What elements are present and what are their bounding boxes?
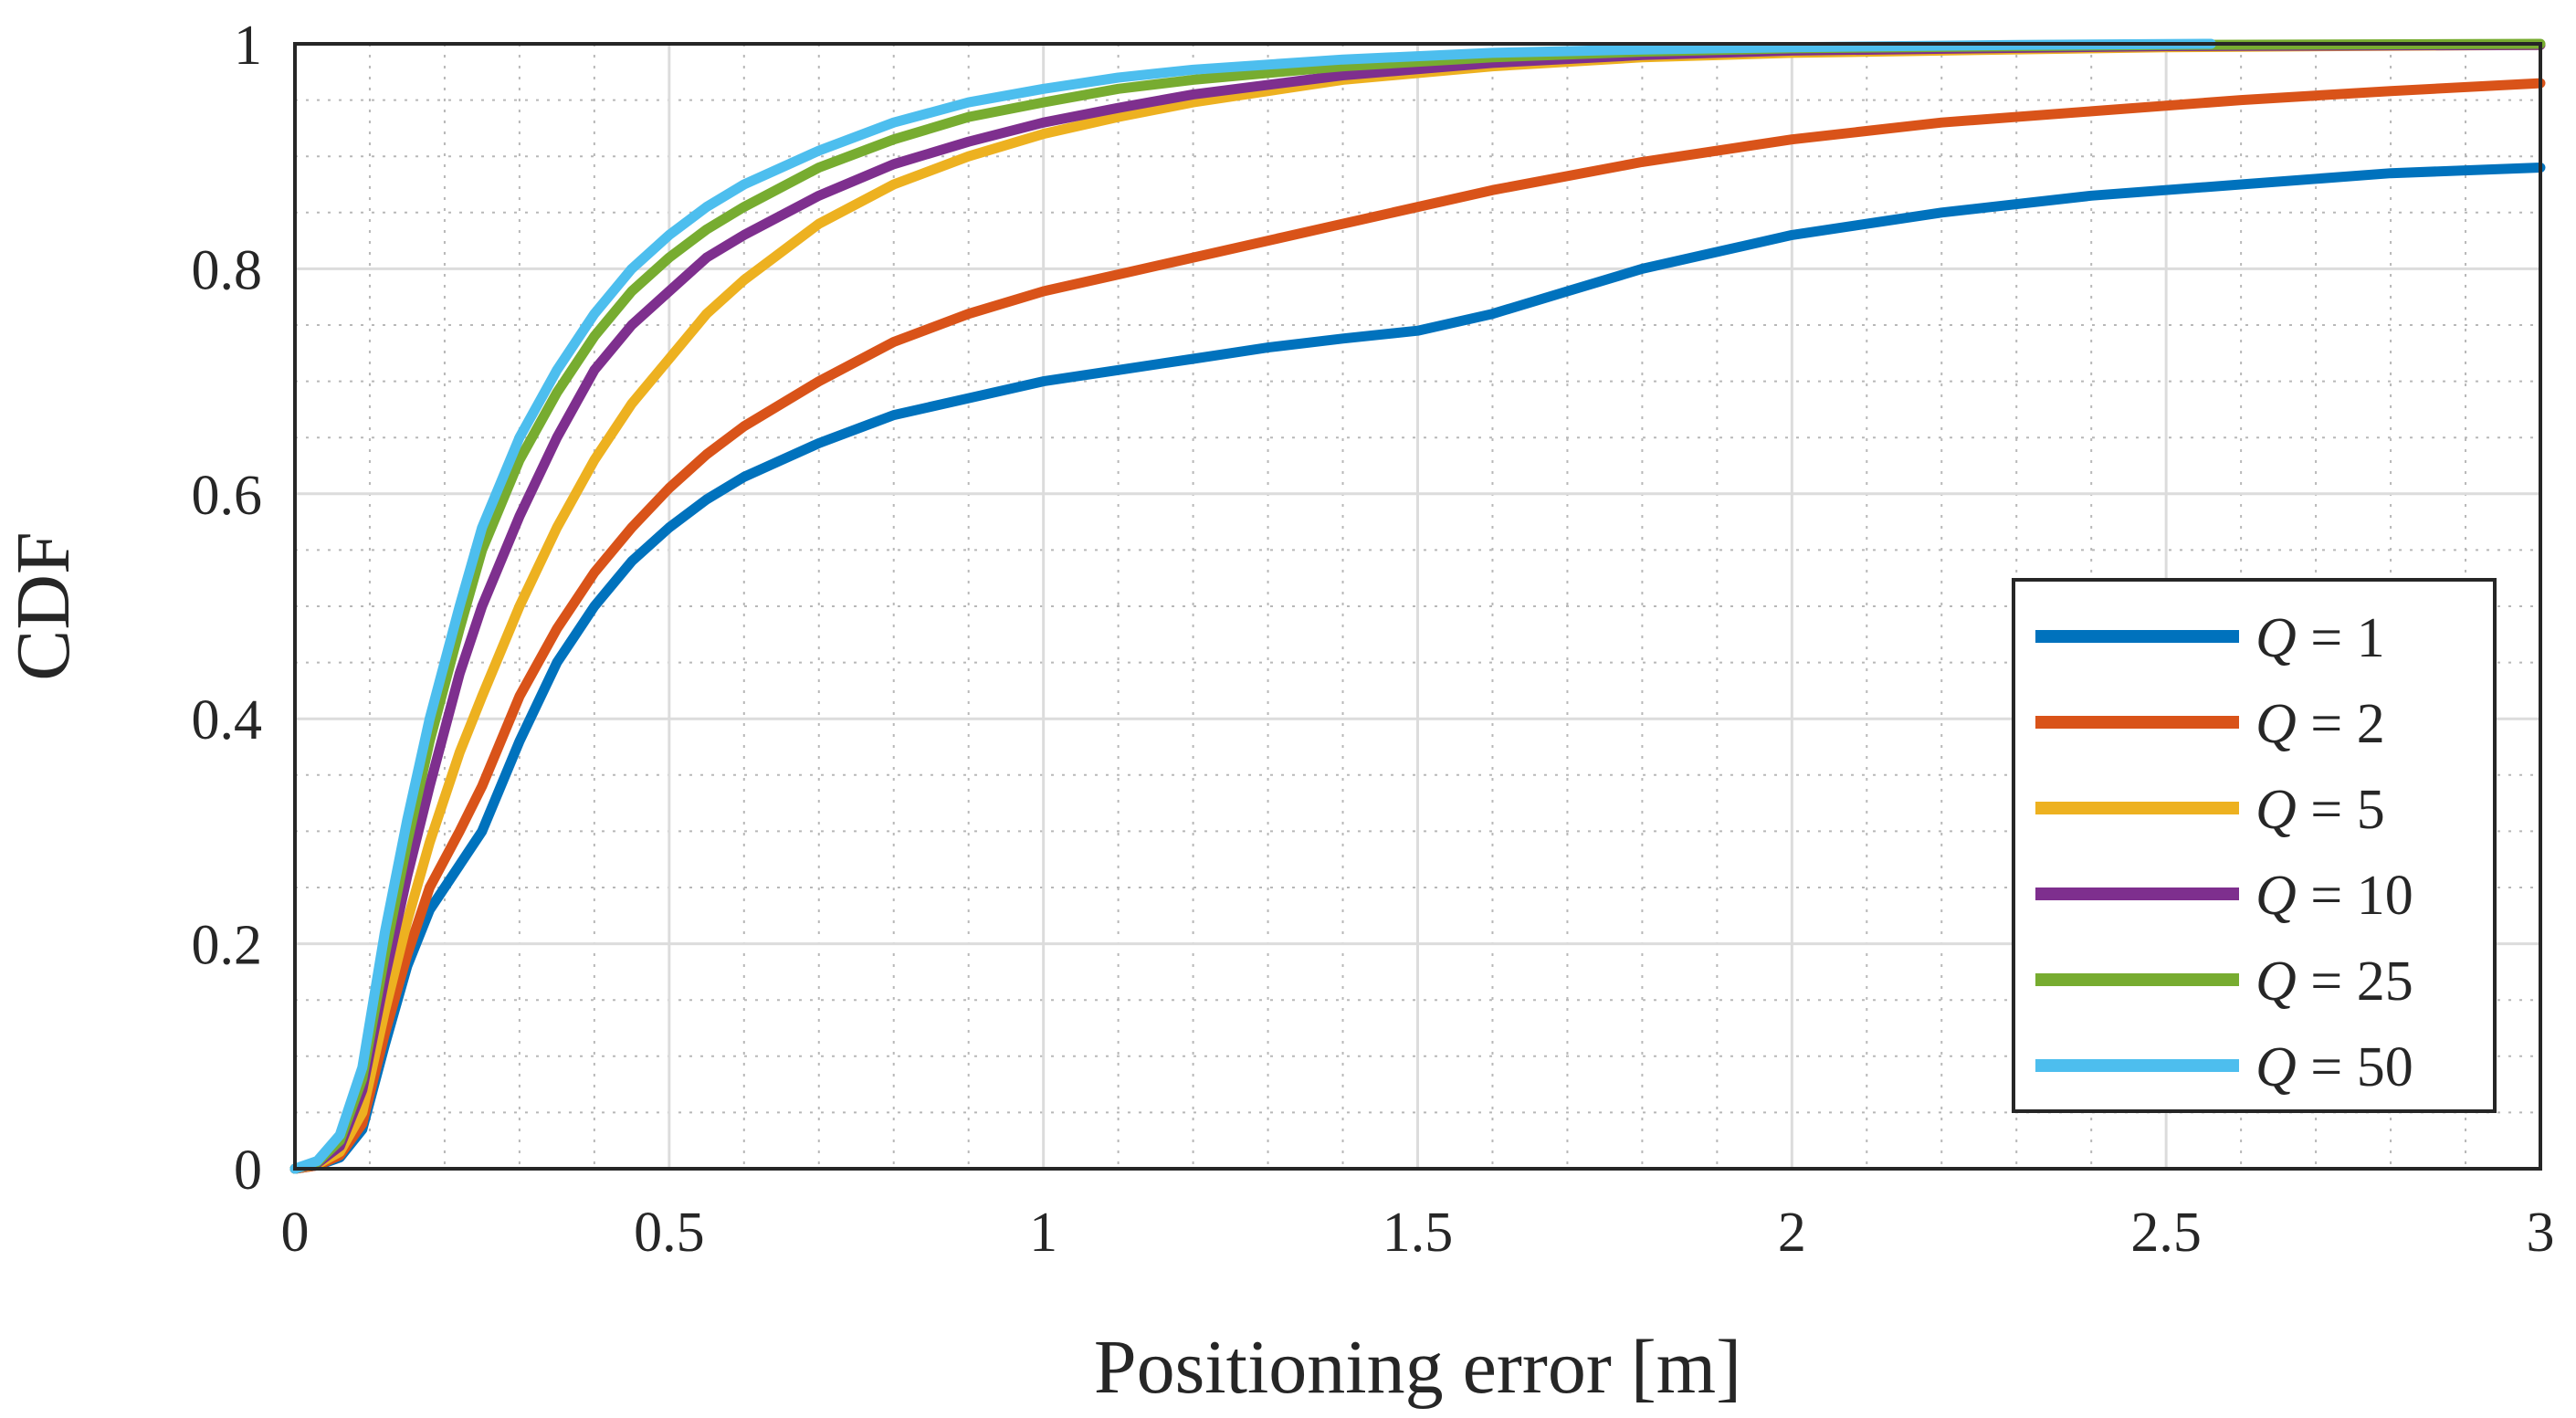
y-tick-label: 0 [234, 1140, 262, 1202]
x-tick-label: 1 [1029, 1202, 1057, 1264]
legend-q-value: = 50 [2297, 1036, 2413, 1098]
x-axis-tick-labels: 0 0.5 1 1.5 2 2.5 3 [281, 1202, 2555, 1264]
legend-q-value: = 1 [2297, 607, 2385, 669]
legend-q-symbol: Q [2255, 951, 2297, 1013]
y-tick-label: 1 [234, 15, 262, 77]
legend-q-symbol: Q [2255, 865, 2297, 927]
y-axis-tick-labels: 0 0.2 0.4 0.6 0.8 1 [192, 15, 263, 1202]
x-tick-label: 3 [2527, 1202, 2555, 1264]
legend-q-value: = 2 [2297, 693, 2385, 755]
y-tick-label: 0.8 [192, 239, 263, 301]
x-axis-title: Positioning error [m] [1094, 1325, 1741, 1410]
x-tick-label: 0.5 [634, 1202, 705, 1264]
legend: Q = 1Q = 2Q = 5Q = 10Q = 25Q = 50 [2012, 578, 2497, 1113]
legend-q-symbol: Q [2255, 779, 2297, 841]
plot-area-frame [293, 42, 2542, 1171]
x-tick-label: 0 [281, 1202, 310, 1264]
x-tick-label: 1.5 [1383, 1202, 1454, 1264]
legend-q-symbol: Q [2255, 607, 2297, 669]
legend-label-q-25: Q = 25 [2255, 951, 2413, 1013]
legend-label-q-10: Q = 10 [2255, 865, 2413, 927]
x-tick-label: 2 [1778, 1202, 1806, 1264]
legend-label-q-2: Q = 2 [2255, 693, 2385, 755]
legend-q-symbol: Q [2255, 693, 2297, 755]
series-lines [289, 38, 2546, 1174]
legend-q-value: = 10 [2297, 865, 2413, 927]
series-line-q-1 [289, 163, 2546, 1174]
legend-q-symbol: Q [2255, 1036, 2297, 1098]
series-line-q-10 [289, 39, 2546, 1174]
legend-label-q-5: Q = 5 [2255, 779, 2385, 841]
y-tick-label: 0.4 [192, 689, 263, 751]
y-axis-title: CDF [1, 531, 86, 680]
series-line-q-50 [289, 38, 2216, 1174]
series-line-q-2 [289, 78, 2546, 1174]
legend-label-q-1: Q = 1 [2255, 607, 2385, 669]
y-tick-label: 0.2 [192, 915, 263, 977]
x-tick-label: 2.5 [2130, 1202, 2202, 1264]
y-tick-label: 0.6 [192, 465, 263, 527]
legend-box [2012, 578, 2497, 1113]
legend-q-value: = 25 [2297, 951, 2413, 1013]
legend-label-q-50: Q = 50 [2255, 1036, 2413, 1098]
legend-q-value: = 5 [2297, 779, 2385, 841]
